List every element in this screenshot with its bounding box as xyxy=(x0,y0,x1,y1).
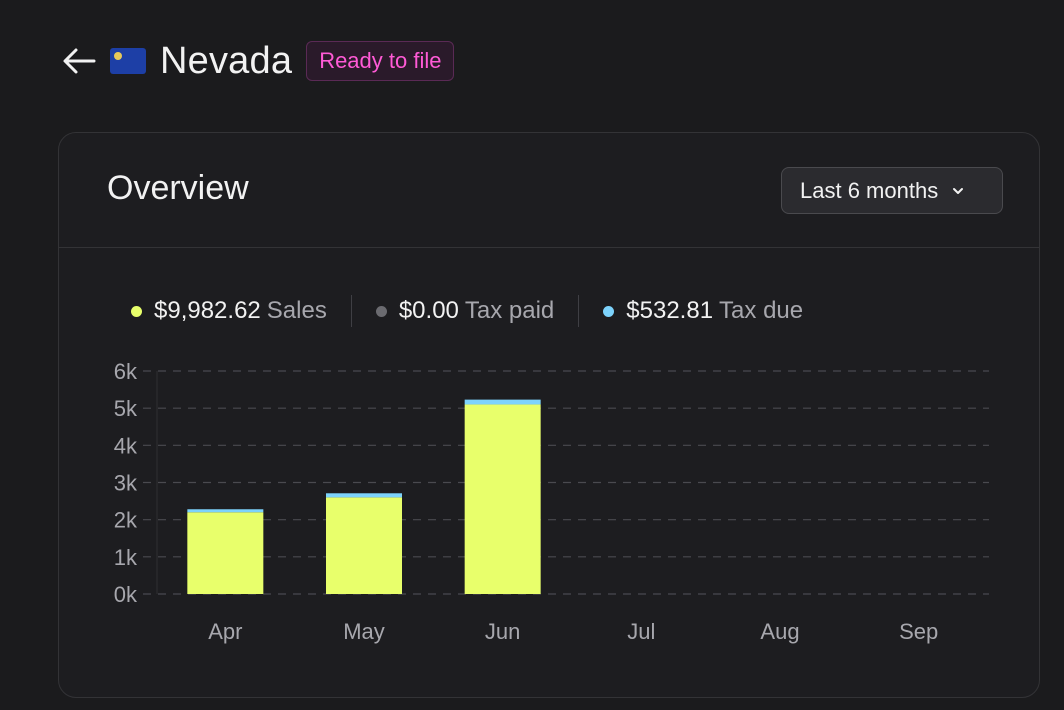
x-tick-label: May xyxy=(343,619,385,644)
legend-item-tax-due: $532.81 Tax due xyxy=(603,297,803,325)
y-tick-label: 2k xyxy=(114,508,138,533)
legend-divider xyxy=(350,295,352,327)
legend-value-sales: $9,982.62 xyxy=(154,297,261,324)
x-tick-label: Jul xyxy=(627,619,655,644)
legend-value-tax-due: $532.81 xyxy=(626,297,714,324)
y-tick-label: 0k xyxy=(114,582,138,607)
legend-label-tax-paid: Tax paid xyxy=(464,297,555,324)
legend-item-tax-paid: $0.00 Tax paid xyxy=(375,297,555,325)
legend-dot-sales xyxy=(131,305,142,317)
bar-sales-apr xyxy=(187,512,264,594)
legend-label-tax-due: Tax due xyxy=(719,297,804,324)
x-tick-label: Jun xyxy=(485,619,520,644)
y-tick-label: 6k xyxy=(114,359,138,384)
y-tick-label: 4k xyxy=(114,433,138,458)
date-range-select[interactable]: Last 6 months xyxy=(781,167,1003,214)
y-tick-label: 3k xyxy=(114,471,138,496)
x-tick-label: Sep xyxy=(899,619,938,644)
nevada-flag-icon xyxy=(110,48,146,74)
page-title: Nevada xyxy=(160,39,293,82)
legend-dot-tax-due xyxy=(603,305,615,317)
y-tick-label: 5k xyxy=(114,396,138,421)
bar-tax-due-jun xyxy=(464,399,541,405)
overview-card: Overview Last 6 months $9,982.62 Sales $… xyxy=(58,132,1040,698)
overview-card-header: Overview Last 6 months xyxy=(59,133,1039,248)
arrow-left-icon xyxy=(63,48,96,74)
legend-item-sales: $9,982.62 Sales xyxy=(131,297,327,325)
chart-legend: $9,982.62 Sales $0.00 Tax paid $532.81 T… xyxy=(131,295,803,327)
legend-value-tax-paid: $0.00 xyxy=(398,297,459,324)
bar-tax-due-apr xyxy=(187,509,264,513)
page-header: Nevada Ready to file xyxy=(62,38,455,84)
date-range-value: Last 6 months xyxy=(800,177,939,203)
bar-sales-may xyxy=(326,497,402,594)
status-badge: Ready to file xyxy=(306,40,455,82)
legend-label-sales: Sales xyxy=(266,297,327,324)
back-button[interactable] xyxy=(62,44,96,78)
y-tick-label: 1k xyxy=(114,545,138,570)
bar-tax-due-may xyxy=(326,493,402,498)
x-tick-label: Aug xyxy=(760,619,799,644)
x-tick-label: Apr xyxy=(208,619,242,644)
legend-divider xyxy=(578,295,580,327)
bar-sales-jun xyxy=(464,404,541,594)
sales-bar-chart: 0k 1k 2k 3k 4k 5k 6k Apr May Jun Jul Aug Sep xyxy=(114,359,989,644)
chevron-down-icon xyxy=(952,187,964,195)
legend-dot-tax-paid xyxy=(375,305,387,317)
overview-title: Overview xyxy=(107,169,249,207)
